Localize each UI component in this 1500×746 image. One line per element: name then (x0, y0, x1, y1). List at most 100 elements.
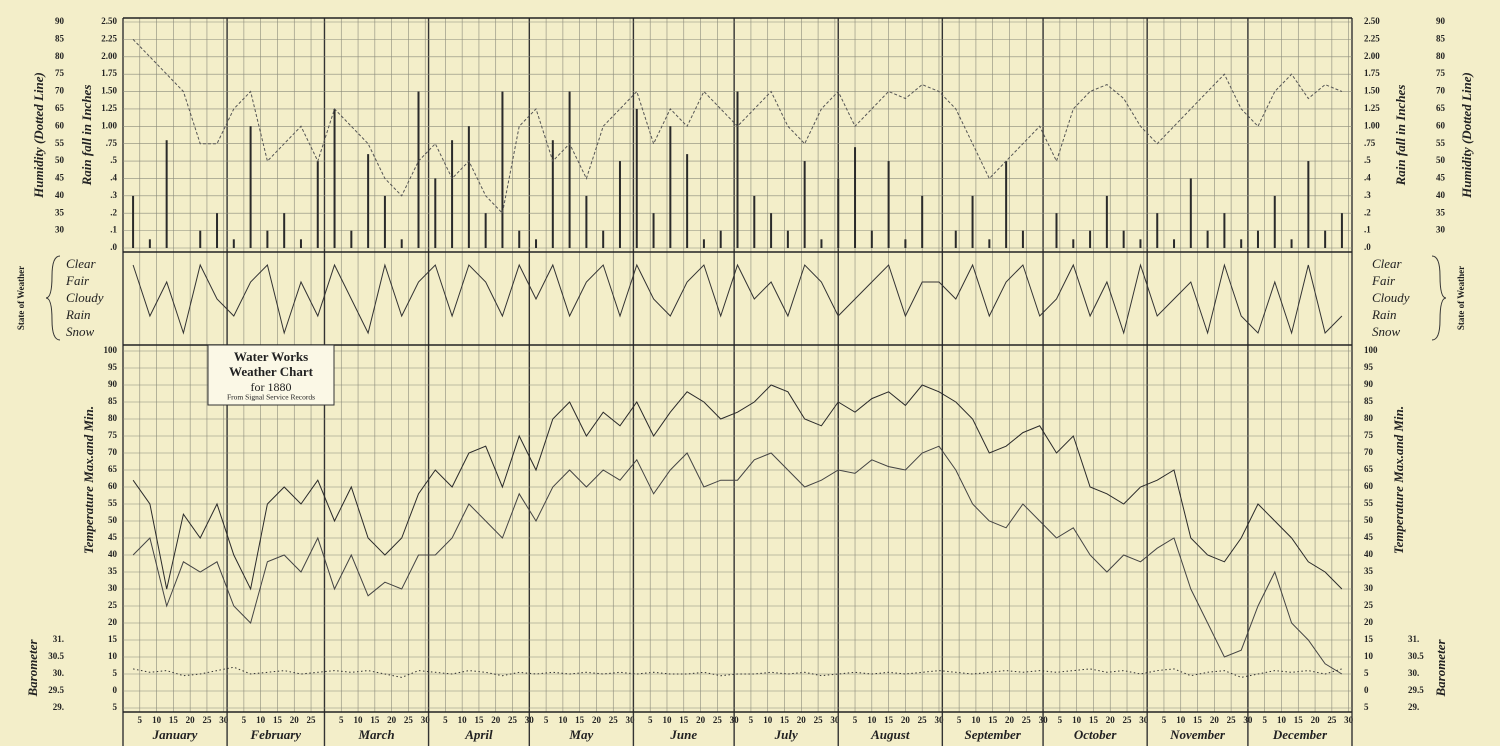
y2-tick-label-right: 70 (1436, 86, 1446, 96)
x-tick-label: 30 (626, 715, 636, 725)
x-tick-label: 10 (152, 715, 162, 725)
y2-tick-label: 90 (55, 16, 65, 26)
x-tick-label: 15 (575, 715, 585, 725)
x-tick-label: 5 (648, 715, 653, 725)
rain-bar (618, 161, 621, 248)
y-tick-label-right: .1 (1364, 225, 1371, 235)
y2-tick-label-right: 55 (1436, 138, 1446, 148)
x-tick-label: 5 (957, 715, 962, 725)
y-tick-label: 75 (108, 430, 118, 440)
y-axis-label: Temperature Max.and Min. (81, 406, 96, 554)
rain-bar (434, 178, 437, 248)
rain-bar (1072, 239, 1075, 248)
rain-bar (719, 230, 722, 248)
chart-title: Water Works (234, 349, 308, 364)
x-tick-label: 20 (696, 715, 706, 725)
rain-bar (669, 126, 672, 248)
x-tick-label: 25 (713, 715, 723, 725)
rain-bar (954, 230, 957, 248)
chart-title: for 1880 (251, 380, 292, 394)
weather-category-right: Clear (1372, 256, 1403, 271)
rain-bar (1156, 213, 1159, 248)
rain-bar (1273, 195, 1276, 248)
rain-bar (988, 239, 991, 248)
rain-bar (266, 230, 269, 248)
rain-bar (1256, 230, 1259, 248)
y-tick-label-right: 35 (1364, 566, 1374, 576)
y-tick-label: .2 (110, 207, 117, 217)
y2-tick-label-right: 45 (1436, 173, 1446, 183)
x-tick-label: 20 (1005, 715, 1015, 725)
weather-label: State of Weather (16, 266, 26, 330)
y2-tick-label: 30 (55, 225, 65, 235)
y2-tick-label-right: 30.5 (1408, 651, 1424, 661)
barometer-line (133, 666, 1343, 678)
month-label: April (464, 727, 493, 742)
brace-right (1431, 255, 1447, 341)
x-tick-label: 25 (609, 715, 619, 725)
x-tick-label: 25 (814, 715, 824, 725)
rain-bar (1005, 161, 1008, 248)
y2-axis-label-right: Humidity (Dotted Line) (1459, 72, 1474, 199)
x-tick-label: 25 (1123, 715, 1133, 725)
y-tick-label-right: .2 (1364, 207, 1371, 217)
y2-axis-label-right: Barometer (1433, 639, 1448, 698)
y-tick-label: 55 (108, 498, 118, 508)
x-tick-label: 5 (443, 715, 448, 725)
y2-axis-label: Barometer (25, 639, 40, 698)
y-tick-label-right: 30 (1364, 583, 1374, 593)
rain-bar (333, 108, 336, 248)
y2-tick-label: 35 (55, 207, 65, 217)
rain-bar (904, 239, 907, 248)
x-tick-label: 10 (354, 715, 364, 725)
x-tick-label: 25 (1227, 715, 1237, 725)
y-tick-label-right: 90 (1364, 379, 1374, 389)
y2-axis-label: Humidity (Dotted Line) (31, 72, 46, 199)
rain-bar (854, 147, 857, 248)
y-tick-label: 45 (108, 532, 118, 542)
rain-bar (736, 91, 739, 249)
rain-bar (1105, 195, 1108, 248)
y-tick-label: 20 (108, 617, 118, 627)
x-tick-label: 10 (458, 715, 468, 725)
x-tick-label: 25 (404, 715, 414, 725)
y-tick-label: 10 (108, 651, 118, 661)
y-tick-label-right: 70 (1364, 447, 1374, 457)
x-tick-label: 20 (797, 715, 807, 725)
rain-bar (1189, 178, 1192, 248)
rain-bar (602, 230, 605, 248)
x-tick-label: 15 (169, 715, 179, 725)
rain-bar (870, 230, 873, 248)
rain-bar (1089, 230, 1092, 248)
x-tick-label: 30 (830, 715, 840, 725)
x-tick-label: 25 (1022, 715, 1032, 725)
y-tick-label: 95 (108, 362, 118, 372)
y-tick-label-right: 2.25 (1364, 33, 1380, 43)
month-label: September (965, 727, 1022, 742)
y-tick-label-right: 80 (1364, 413, 1374, 423)
rain-bar (820, 239, 823, 248)
month-label: March (357, 727, 394, 742)
month-label: May (568, 727, 593, 742)
y-tick-label-right: 5 (1364, 668, 1369, 678)
y2-tick-label-right: 40 (1436, 190, 1446, 200)
x-tick-label: 5 (242, 715, 247, 725)
x-tick-label: 15 (273, 715, 283, 725)
rain-bar (501, 91, 504, 249)
y-tick-label-right: 0 (1364, 685, 1369, 695)
y-tick-label-right: 20 (1364, 617, 1374, 627)
y-axis-label-right: Temperature Max.and Min. (1391, 406, 1406, 554)
y-tick-label: .0 (110, 242, 117, 252)
rain-bar (686, 154, 689, 248)
y-tick-label: 1.50 (101, 86, 117, 96)
x-tick-label: 15 (474, 715, 484, 725)
rain-bar (216, 213, 219, 248)
x-tick-label: 20 (592, 715, 602, 725)
rain-bar (484, 213, 487, 248)
y2-tick-label-right: 75 (1436, 68, 1446, 78)
y-tick-label: 2.25 (101, 33, 117, 43)
rain-bar (283, 213, 286, 248)
weather-category-right: Rain (1371, 307, 1397, 322)
x-tick-label: 15 (370, 715, 380, 725)
